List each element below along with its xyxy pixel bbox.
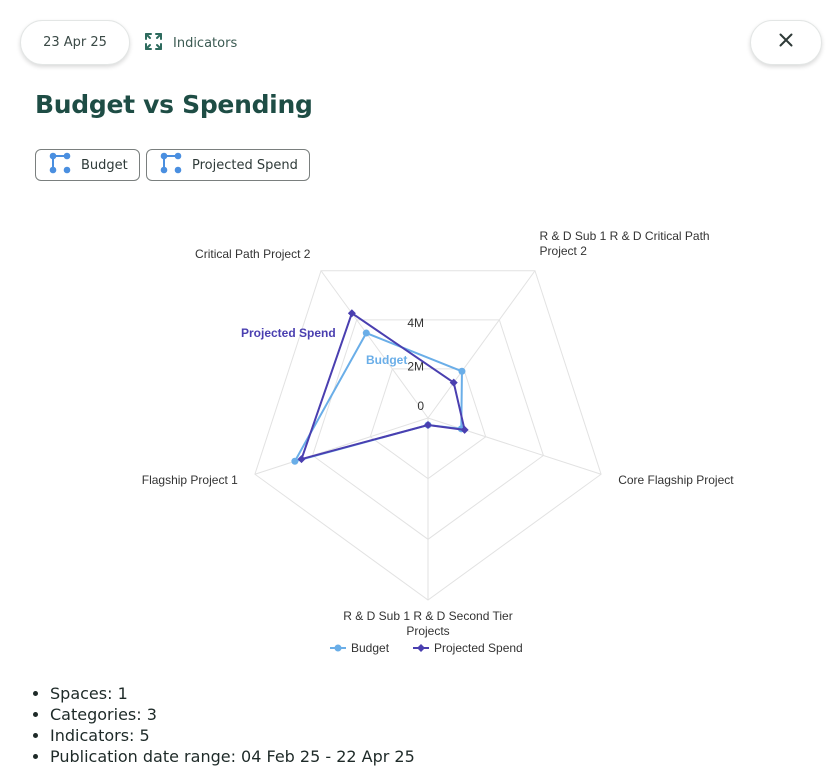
indicators-label: Indicators — [173, 35, 238, 51]
data-point — [291, 457, 299, 465]
data-point — [449, 378, 458, 387]
data-point — [458, 367, 466, 375]
legend-label: Projected Spend — [434, 641, 523, 655]
grid-spoke — [320, 270, 429, 419]
grid-ring — [369, 368, 487, 480]
date-pill[interactable]: 23 Apr 25 — [20, 20, 130, 65]
expand-icon — [144, 32, 163, 55]
grid-ring — [312, 319, 544, 540]
legend-marker — [417, 644, 425, 652]
axis-label: Critical Path Project 2 — [195, 247, 311, 261]
grid-spoke — [254, 417, 429, 475]
radial-tick-label: 0 — [417, 399, 424, 413]
indicators-link[interactable]: Indicators — [144, 32, 237, 54]
summary-item: Categories: 3 — [50, 704, 415, 725]
radar-chart: 0 2M 4M R & D Sub 1 R & D Critical Path Proj… — [142, 229, 735, 655]
summary-item: Publication date range: 04 Feb 25 - 22 A… — [50, 746, 415, 767]
axis-label: Flagship Project 1 — [142, 473, 238, 487]
radial-tick-label: 4M — [407, 316, 424, 330]
series-icon — [160, 152, 182, 178]
series-label-projected-spend: Projected Spend — [241, 326, 336, 340]
legend-marker — [334, 644, 342, 652]
close-icon — [779, 33, 793, 52]
data-point — [362, 329, 370, 337]
data-point — [460, 425, 469, 434]
budget-filter-chip[interactable]: Budget — [35, 149, 140, 181]
chip-label: Projected Spend — [192, 157, 298, 173]
summary-item: Spaces: 1 — [50, 683, 415, 704]
data-point — [347, 309, 356, 318]
projected-spend-filter-chip[interactable]: Projected Spend — [146, 149, 310, 181]
series-label-budget: Budget — [366, 353, 407, 367]
summary-item: Indicators: 5 — [50, 725, 415, 746]
grid-spoke — [427, 270, 536, 419]
chip-label: Budget — [81, 157, 128, 173]
axis-label: R & D Sub 1 R & D Second Tier Projects — [343, 609, 512, 638]
axis-label: R & D Sub 1 R & D Critical Path Project 2 — [540, 229, 710, 258]
grid-spoke — [427, 417, 602, 475]
data-point — [424, 421, 432, 429]
close-button[interactable] — [750, 20, 822, 65]
page-title: Budget vs Spending — [35, 90, 313, 119]
radial-tick-label: 2M — [407, 360, 424, 374]
legend-label: Budget — [351, 641, 390, 655]
series-icon — [49, 152, 71, 178]
grid-ring — [254, 270, 602, 601]
data-point — [297, 455, 306, 464]
axis-label: Core Flagship Project — [618, 473, 734, 487]
series-line-projected-spend — [299, 311, 466, 461]
date-label: 23 Apr 25 — [43, 35, 107, 50]
summary-list: Spaces: 1 Categories: 3 Indicators: 5 Pu… — [50, 683, 415, 767]
